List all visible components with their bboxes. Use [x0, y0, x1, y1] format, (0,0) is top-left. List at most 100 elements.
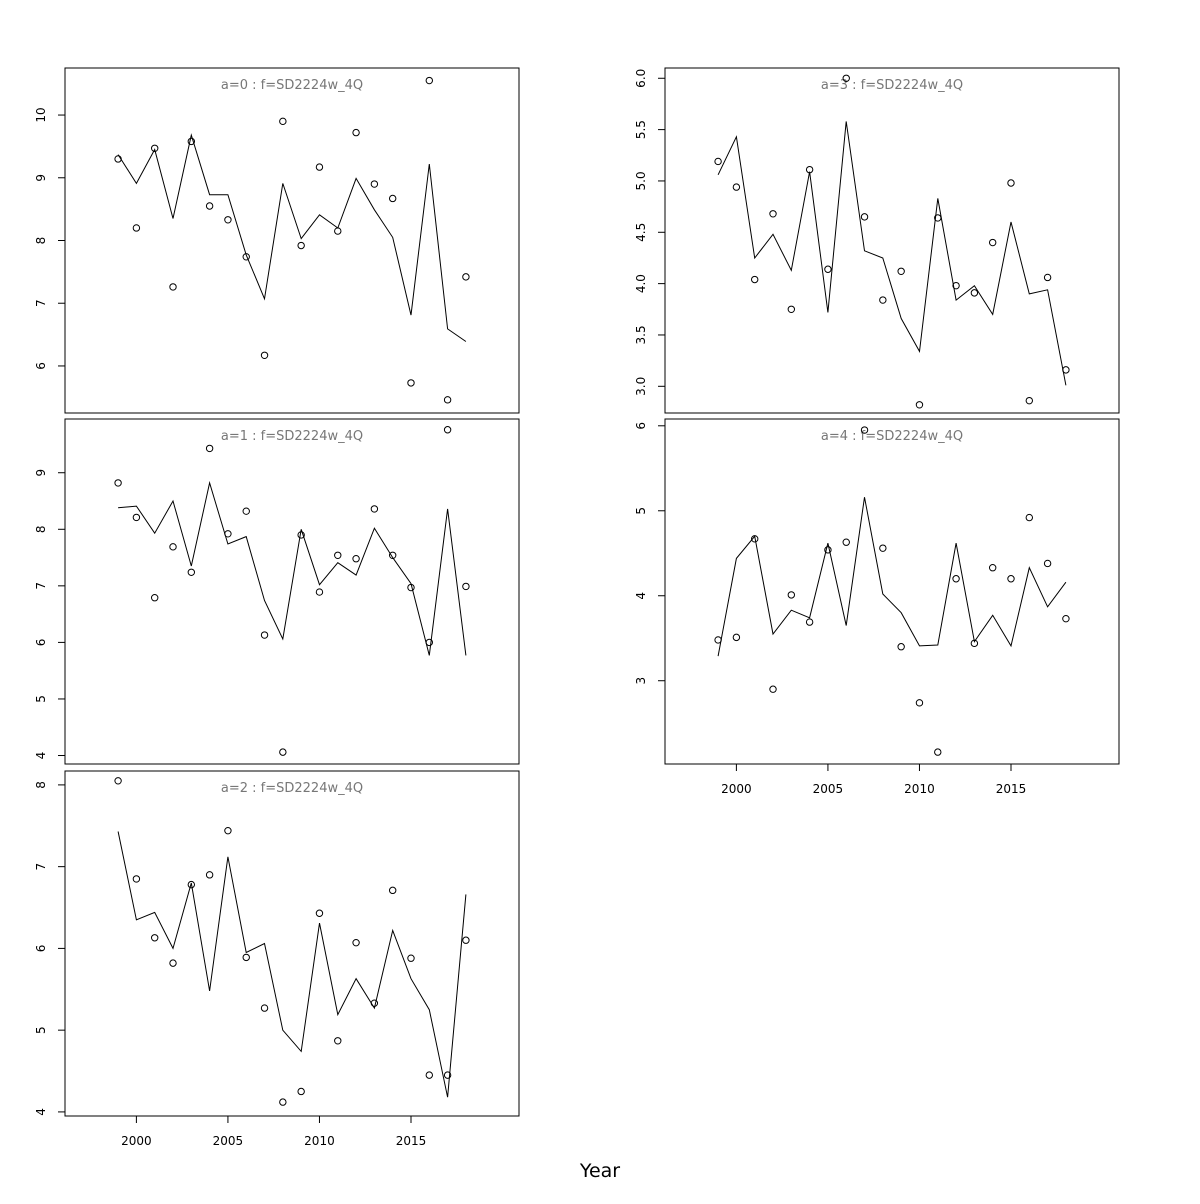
observed-point — [897, 267, 905, 276]
panel-title: a=2 : f=SD2224w_4Q — [221, 781, 363, 796]
observed-point — [1007, 179, 1015, 187]
fitted-line — [117, 133, 467, 342]
y-tick-label: 4 — [34, 1108, 48, 1116]
observed-point — [279, 1098, 287, 1106]
observed-point — [169, 543, 177, 551]
observed-point — [897, 643, 905, 651]
fitted-line — [118, 480, 467, 656]
observed-point — [952, 281, 960, 290]
y-tick-label: 4 — [634, 592, 648, 600]
observed-point — [1062, 614, 1070, 623]
observed-point — [315, 909, 324, 917]
observed-point — [462, 936, 470, 944]
x-tick-label: 2000 — [721, 782, 752, 796]
observed-point — [205, 202, 214, 210]
observed-point — [751, 275, 759, 284]
observed-point — [224, 530, 232, 538]
observed-point — [425, 638, 433, 647]
observed-point — [352, 554, 360, 563]
y-tick-label: 8 — [34, 781, 48, 789]
observed-point — [370, 999, 379, 1007]
observed-point — [934, 214, 942, 222]
observed-point — [952, 575, 960, 583]
observed-point — [732, 183, 741, 191]
observed-point — [988, 564, 997, 572]
observed-point — [370, 180, 379, 188]
observed-point — [169, 959, 177, 967]
x-tick-label: 2015 — [996, 782, 1027, 796]
y-tick-label: 6 — [34, 362, 48, 370]
panel-title: a=0 : f=SD2224w_4Q — [221, 78, 363, 93]
observed-point — [242, 953, 250, 962]
observed-point — [407, 583, 415, 592]
observed-point — [315, 163, 324, 171]
observed-point — [842, 538, 850, 546]
observed-point — [860, 213, 869, 221]
observed-point — [151, 934, 159, 942]
observed-point — [187, 880, 196, 889]
panel-frame — [64, 418, 520, 765]
y-tick-label: 6 — [634, 422, 648, 430]
observed-point — [132, 513, 141, 522]
y-tick-label: 3.5 — [634, 325, 648, 344]
y-tick-label: 6 — [34, 639, 48, 647]
observed-point — [1007, 575, 1015, 583]
observed-point — [315, 588, 324, 596]
x-tick-label: 2005 — [813, 782, 844, 796]
observed-point — [334, 1037, 342, 1045]
observed-point — [970, 289, 979, 297]
panel-a0: a=0 : f=SD2224w_4Q 6 7 8 9 10 — [34, 67, 520, 414]
observed-point — [260, 631, 269, 639]
observed-point — [425, 76, 433, 85]
panel-frame — [664, 418, 1120, 765]
observed-point — [714, 636, 722, 644]
x-axis-label: Year — [579, 1160, 621, 1182]
observed-point — [388, 194, 397, 203]
y-tick-label: 9 — [34, 469, 48, 477]
y-tick-label: 6 — [34, 945, 48, 953]
observed-point — [334, 227, 342, 235]
observed-point — [224, 216, 232, 224]
observed-point — [915, 699, 924, 707]
observed-point — [425, 1071, 433, 1079]
observed-point — [132, 224, 141, 232]
y-tick-label: 6.0 — [634, 69, 648, 88]
panel-a4: a=4 : f=SD2224w_4Q 3 4 5 6 2000 2005 2010 2015 — [634, 418, 1120, 796]
observed-point — [805, 618, 814, 626]
panel-title: a=3 : f=SD2224w_4Q — [821, 78, 963, 93]
observed-point — [443, 396, 452, 404]
observed-point — [443, 426, 452, 434]
observed-point — [279, 748, 287, 756]
x-tick-label: 2015 — [396, 1134, 427, 1148]
observed-point — [114, 479, 122, 487]
observed-point — [297, 241, 305, 250]
observed-point — [205, 871, 214, 879]
panel-a2: a=2 : f=SD2224w_4Q 4 5 6 7 8 2000 2005 2010 2015 — [34, 770, 520, 1148]
observed-point — [388, 886, 397, 895]
y-tick-label: 9 — [34, 174, 48, 182]
observed-point — [151, 594, 159, 602]
y-tick-label: 5 — [34, 695, 48, 703]
observed-point — [462, 582, 470, 591]
observed-point — [787, 305, 796, 313]
observed-point — [732, 633, 741, 642]
observed-point — [879, 544, 887, 552]
observed-point — [1043, 273, 1052, 282]
observed-point — [370, 505, 379, 513]
observed-point — [297, 1087, 305, 1096]
observed-point — [769, 210, 777, 218]
observed-point — [407, 379, 415, 387]
observed-point — [132, 875, 141, 883]
observed-point — [187, 568, 196, 576]
panel-frame — [664, 67, 1120, 414]
observed-point — [860, 426, 869, 434]
observed-point — [407, 954, 415, 962]
observed-point — [388, 551, 397, 560]
y-tick-label: 3 — [634, 677, 648, 685]
observed-point — [169, 283, 177, 291]
x-tick-label: 2000 — [121, 1134, 152, 1148]
y-tick-label: 5 — [634, 507, 648, 515]
observed-point — [842, 74, 850, 82]
observed-point — [970, 639, 979, 648]
